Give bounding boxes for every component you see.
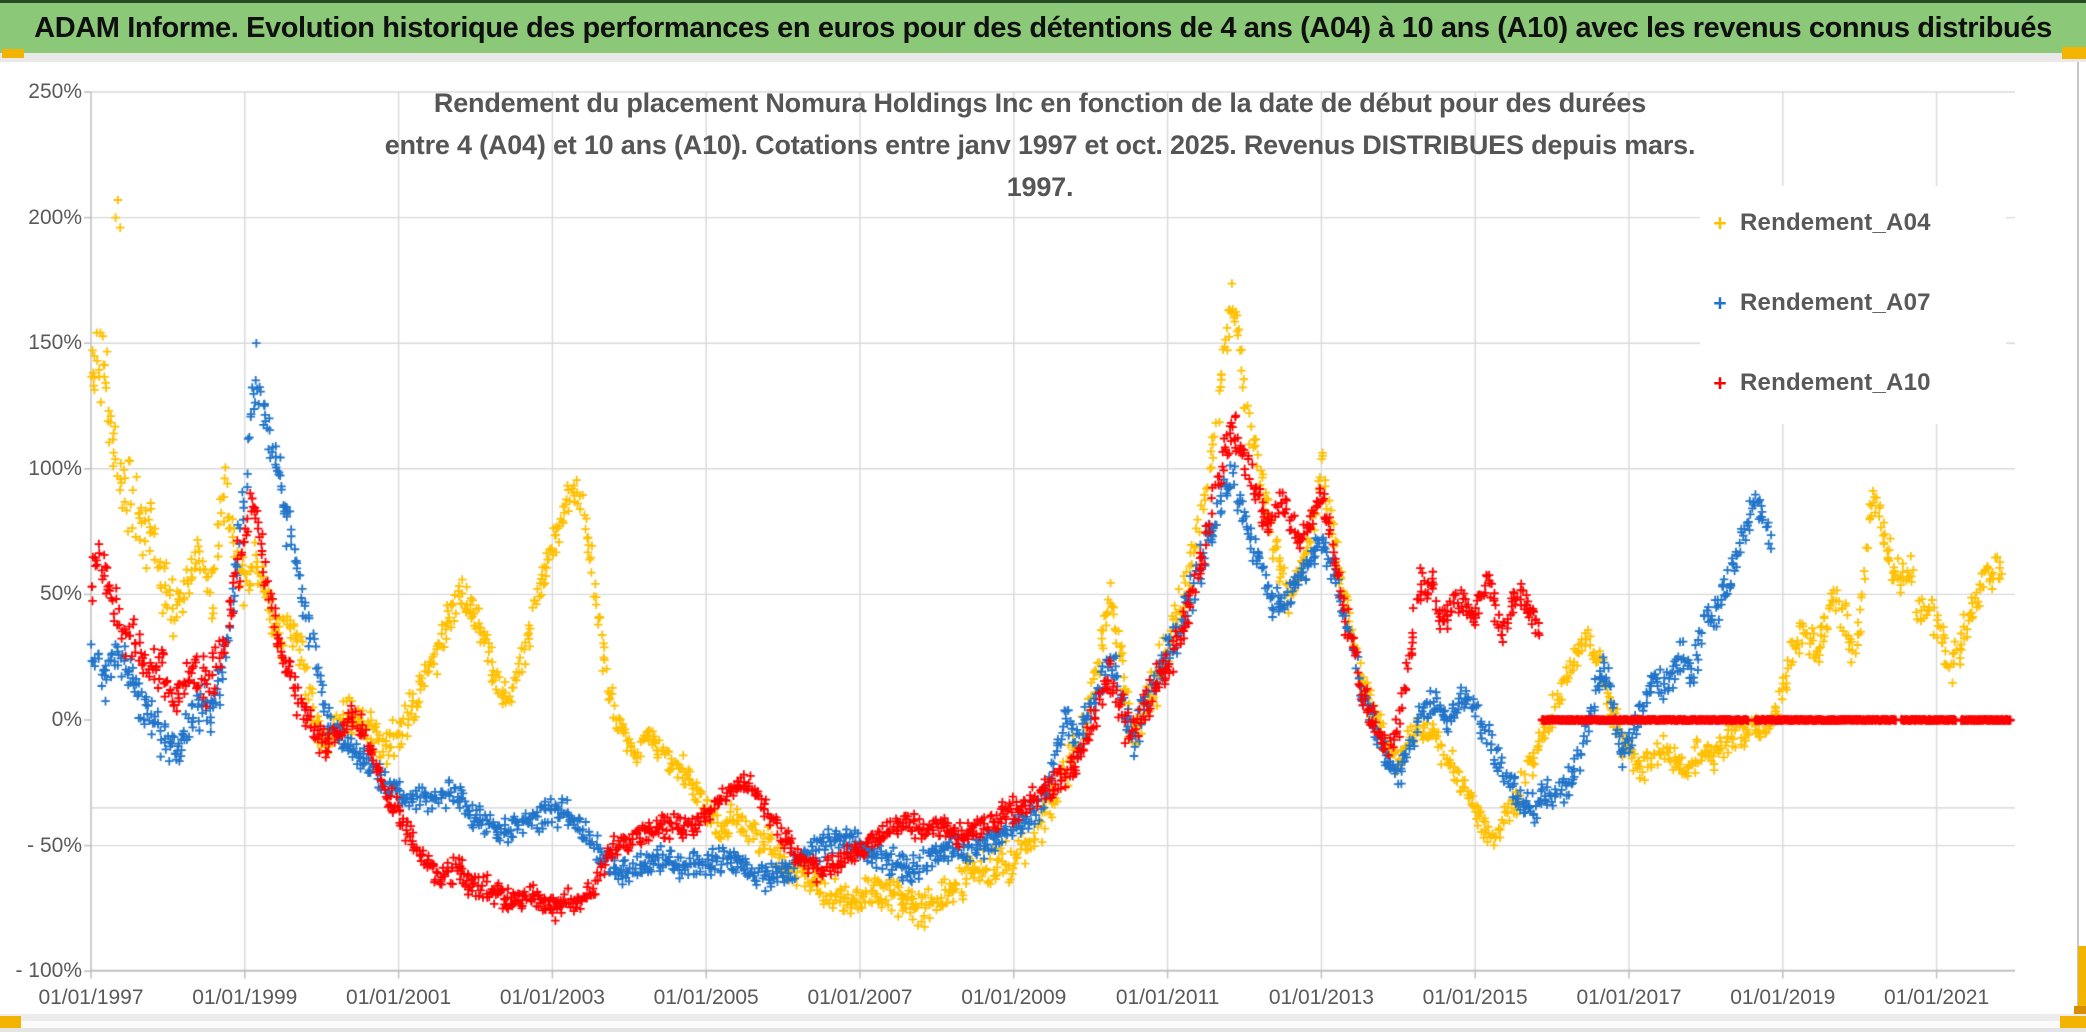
chart-title-line1: Rendement du placement Nomura Holdings I… [433,88,1647,118]
x-tick-2021: 01/01/2021 [1884,986,1990,1009]
legend-item-rendement-a04[interactable]: + Rendement_A04 [1700,208,2006,238]
x-tick-2017: 01/01/2017 [1576,986,1682,1009]
y-tick-50: 50% [39,582,82,606]
x-tick-1997: 01/01/1997 [38,986,144,1009]
legend-label-a07: Rendement_A07 [1740,289,1931,316]
y-tick-neg100: - 100% [15,959,82,983]
y-tick-neg50: - 50% [27,833,82,857]
x-tick-2011: 01/01/2011 [1115,986,1220,1009]
legend-label-a10: Rendement_A10 [1740,369,1931,396]
y-tick-200: 200% [28,205,82,229]
x-tick-2015: 01/01/2015 [1422,986,1528,1009]
x-tick-2019: 01/01/2019 [1730,986,1836,1009]
legend-item-rendement-a07[interactable]: + Rendement_A07 [1700,288,2006,318]
x-tick-2007: 01/01/2007 [807,986,913,1009]
x-tick-2003: 01/01/2003 [499,986,605,1009]
x-tick-2001: 01/01/2001 [346,986,452,1009]
legend-marker-a07-plus-icon: + [1713,289,1727,316]
y-tick-250: 250% [28,80,82,103]
y-tick-100: 100% [28,456,82,480]
x-tick-2005: 01/01/2005 [653,986,759,1009]
chart-title: Rendement du placement Nomura Holdings I… [360,82,1720,208]
legend-item-rendement-a10[interactable]: + Rendement_A10 [1700,368,2006,398]
legend-label-a04: Rendement_A04 [1740,209,1931,236]
x-tick-2013: 01/01/2013 [1268,986,1374,1009]
legend-marker-a10-plus-icon: + [1713,369,1727,396]
legend-marker-a04-plus-icon: + [1713,209,1727,236]
chart-title-line2: entre 4 (A04) et 10 ans (A10). Cotations… [384,130,1696,202]
x-tick-2009: 01/01/2009 [961,986,1067,1009]
x-tick-1999: 01/01/1999 [192,986,298,1009]
y-tick-0: 0% [51,708,82,731]
y-tick-150: 150% [28,331,82,355]
chart-legend: + Rendement_A04 + Rendement_A07 + Rendem… [1700,186,2006,424]
